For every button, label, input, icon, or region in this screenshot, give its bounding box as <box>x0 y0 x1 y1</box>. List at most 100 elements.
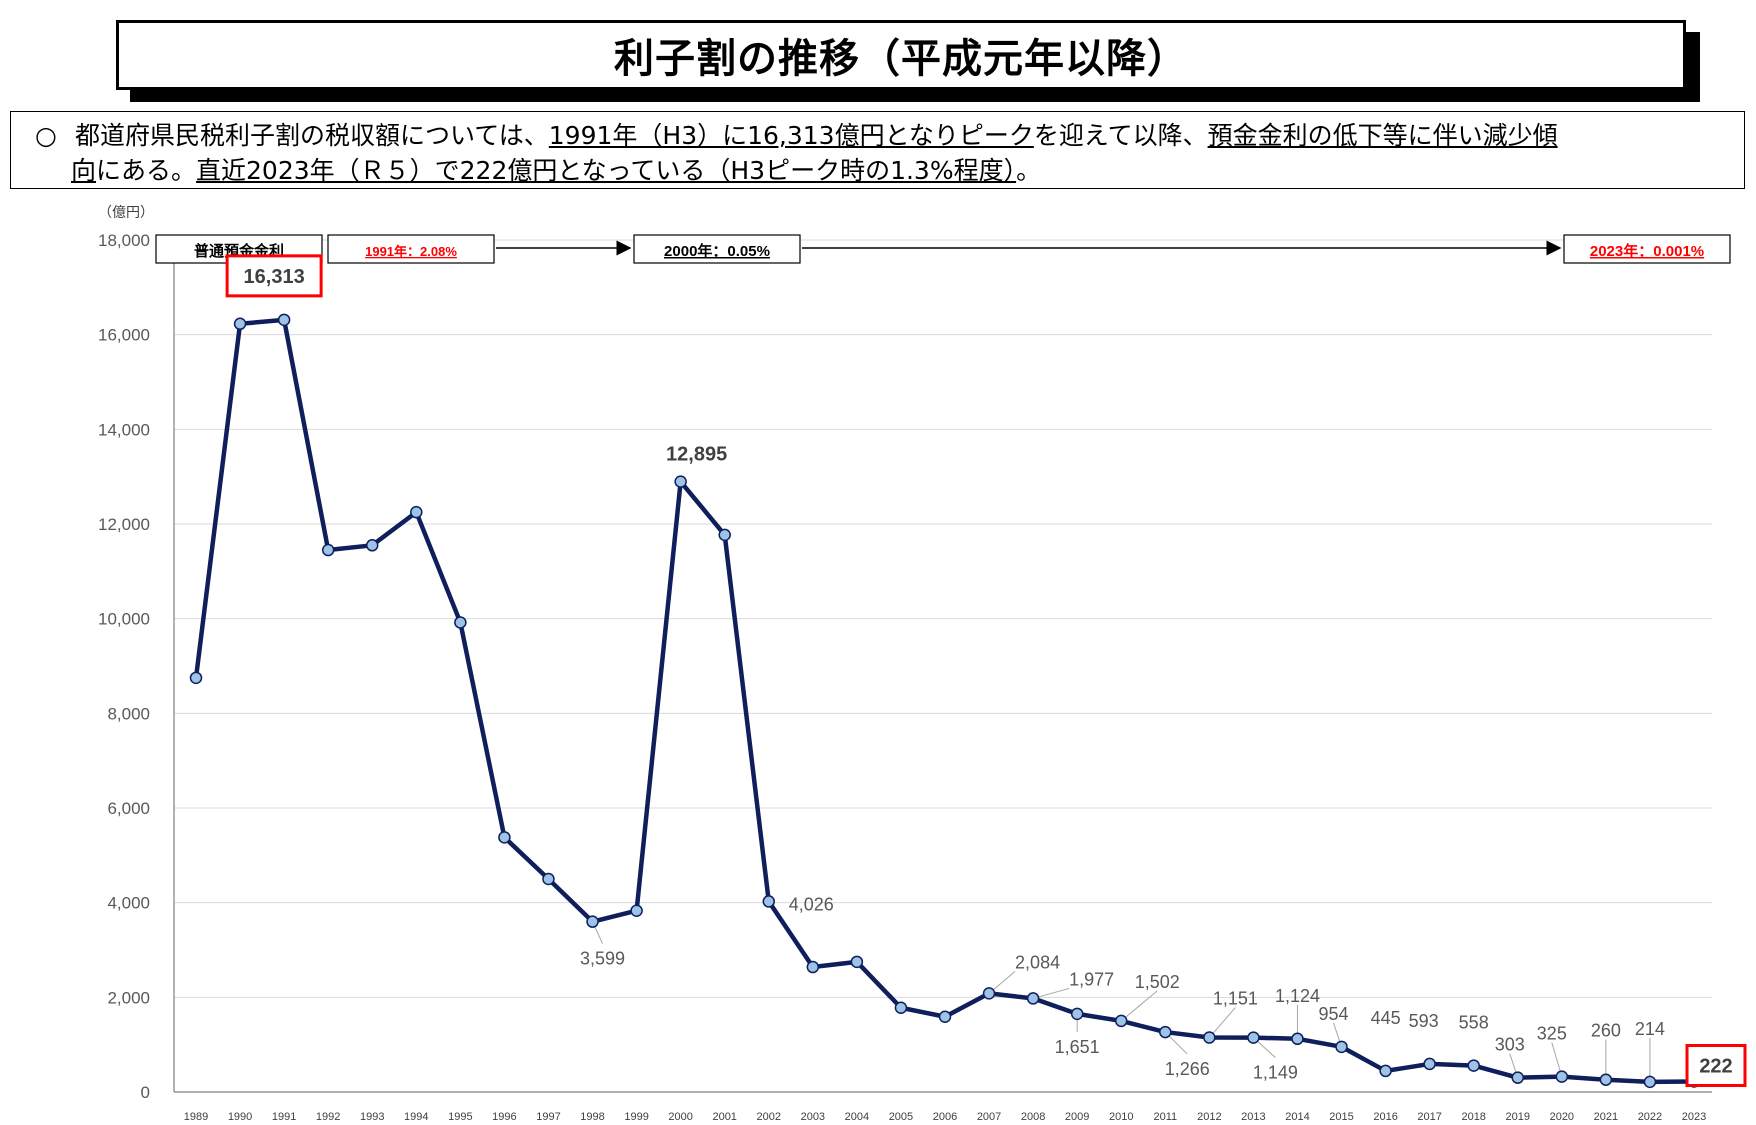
x-tick-label: 2002 <box>757 1111 781 1123</box>
y-axis-unit: （億円） <box>98 204 154 220</box>
rate-2000: 2000年：0.05% <box>664 242 770 260</box>
data-point <box>1247 1031 1260 1044</box>
x-tick-label: 2012 <box>1197 1111 1221 1123</box>
x-tick-label: 2020 <box>1550 1111 1574 1123</box>
leader-line <box>1208 1007 1236 1038</box>
y-tick-label: 8,000 <box>107 704 150 723</box>
summary-box: ○ 都道府県民税利子割の税収額については、1991年（H3）に16,313億円とな… <box>10 111 1745 189</box>
data-point <box>1423 1057 1436 1071</box>
data-point <box>1467 1059 1480 1072</box>
rate-2023: 2023年：0.001% <box>1590 242 1704 260</box>
y-tick-label: 14,000 <box>98 420 150 439</box>
line-chart: （億円） 0 2,000 4,000 6,000 8,000 10,000 12,000 14… <box>98 204 1747 1123</box>
y-tick-label: 16,000 <box>98 326 150 345</box>
x-tick-label: 2010 <box>1109 1111 1133 1123</box>
x-tick-label: 2014 <box>1285 1111 1309 1123</box>
x-tick-label: 2022 <box>1638 1111 1662 1123</box>
y-tick-label: 4,000 <box>107 894 150 913</box>
x-tick-label: 2009 <box>1065 1111 1089 1123</box>
y-tick-label: 12,000 <box>98 515 150 534</box>
summary-text: にある。 <box>96 156 197 185</box>
summary-text: を迎えて以降、 <box>1033 121 1208 150</box>
x-tick-label: 1991 <box>272 1111 296 1123</box>
rate-1991-box <box>327 234 495 264</box>
x-tick-label: 1993 <box>360 1111 384 1123</box>
x-tick-label: 2015 <box>1329 1111 1353 1123</box>
data-point <box>762 895 776 908</box>
series-line <box>193 317 1695 1085</box>
data-label: 16,313 <box>244 266 305 288</box>
data-point <box>1203 1031 1216 1044</box>
x-tick-label: 2004 <box>845 1111 869 1123</box>
data-label: 1,977 <box>1069 969 1114 989</box>
leader-line <box>1120 990 1158 1022</box>
summary-text-underlined: 1991年（H3）に16,313億円となりピーク <box>548 121 1034 150</box>
title-box: 利子割の推移（平成元年以降） <box>116 20 1686 90</box>
interest-rate-row: 普通預金金利 1991年：2.08% 2000年：0.05% 2023年：0.0… <box>155 234 1731 264</box>
page-title: 利子割の推移（平成元年以降） <box>614 36 1188 82</box>
x-tick-label: 1994 <box>404 1111 428 1123</box>
data-point <box>1335 1040 1348 1054</box>
data-point <box>1114 1014 1128 1028</box>
data-point <box>1291 1032 1304 1046</box>
data-point <box>454 616 467 629</box>
rate-1991: 1991年：2.08% <box>365 244 457 259</box>
x-tick-label: 1992 <box>316 1111 340 1123</box>
data-label: 3,599 <box>580 949 625 969</box>
data-point <box>498 831 511 844</box>
data-point <box>718 528 731 542</box>
data-point <box>1643 1075 1657 1089</box>
y-tick-label: 6,000 <box>107 799 150 818</box>
data-label: 2,084 <box>1015 952 1060 972</box>
summary-text: 都道府県民税利子割の税収額については、 <box>75 121 549 150</box>
data-label: 325 <box>1537 1024 1567 1044</box>
data-label: 4,026 <box>789 894 834 914</box>
data-point <box>938 1010 952 1023</box>
data-point <box>1555 1070 1569 1083</box>
leader-lines <box>592 921 1717 1082</box>
data-point <box>1511 1071 1525 1084</box>
x-tick-label: 2011 <box>1153 1111 1177 1123</box>
x-tick-label: 2016 <box>1373 1111 1397 1123</box>
data-point <box>1599 1073 1613 1086</box>
summary-text-underlined: 向 <box>71 156 97 185</box>
x-tick-label: 2018 <box>1461 1111 1485 1123</box>
rate-2023-box <box>1563 234 1731 264</box>
data-point <box>982 987 996 1000</box>
x-tick-label: 2006 <box>933 1111 957 1123</box>
data-label: 1,124 <box>1275 986 1320 1006</box>
data-point <box>1026 992 1040 1005</box>
rate-2000-box <box>633 234 801 264</box>
x-tick-label: 2017 <box>1417 1111 1441 1123</box>
x-tick-label: 2000 <box>668 1111 692 1123</box>
data-point <box>365 539 379 552</box>
x-tick-label: 2019 <box>1506 1111 1530 1123</box>
x-tick-label: 1995 <box>448 1111 472 1123</box>
grid <box>173 239 1712 1093</box>
data-label: 558 <box>1459 1013 1489 1033</box>
data-point <box>806 960 820 974</box>
data-label: 1,149 <box>1253 1063 1298 1083</box>
x-tick-label: 2007 <box>977 1111 1001 1123</box>
data-points <box>189 313 1701 1089</box>
x-tick-label: 1999 <box>624 1111 648 1123</box>
data-point <box>277 313 291 327</box>
data-label: 1,502 <box>1135 972 1180 992</box>
data-point <box>674 475 687 488</box>
summary-text-underlined: 直近2023年（Ｒ５）で222億円となっている（H3ピーク時の1.3%程度） <box>196 156 1017 185</box>
summary-line-1: ○ 都道府県民税利子割の税収額については、1991年（H3）に16,313億円とな… <box>35 118 1734 153</box>
data-point <box>894 1001 908 1014</box>
data-point <box>586 915 599 928</box>
summary-text: 。 <box>1016 156 1042 185</box>
data-label: 222 <box>1699 1055 1732 1077</box>
data-point <box>321 543 335 557</box>
data-label: 445 <box>1371 1008 1401 1028</box>
x-tick-label: 2013 <box>1241 1111 1265 1123</box>
x-tick-label: 2001 <box>712 1111 736 1123</box>
data-point <box>1379 1064 1392 1078</box>
data-label: 1,151 <box>1213 989 1258 1009</box>
summary-text-underlined: 預金金利の低下等に伴い減少傾 <box>1207 121 1558 150</box>
data-label: 214 <box>1635 1019 1665 1039</box>
y-tick-label: 18,000 <box>98 231 150 250</box>
y-tick-label: 2,000 <box>107 988 150 1007</box>
